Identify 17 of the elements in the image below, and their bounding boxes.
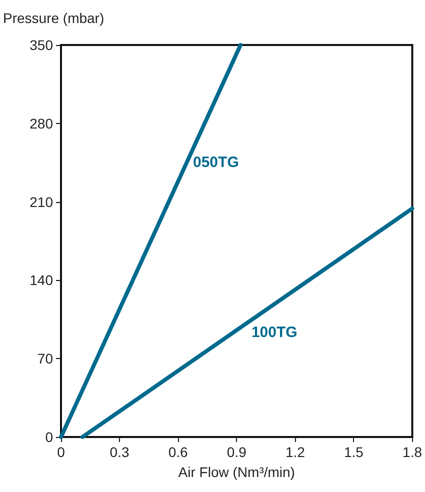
y-tick-label: 140: [30, 272, 54, 288]
x-axis-title: Air Flow (Nm³/min): [178, 464, 295, 480]
x-tick-label: 0: [57, 444, 66, 460]
x-tick-label: 0.9: [226, 444, 247, 460]
y-tick-label: 70: [37, 350, 54, 367]
x-tick-label: 0.6: [168, 444, 188, 460]
y-tick-label: 280: [30, 115, 54, 132]
x-tick-label: 1.8: [402, 444, 422, 460]
y-tick-label: 350: [30, 37, 54, 53]
series-label: 050TG: [193, 154, 239, 171]
y-tick-label: 210: [30, 194, 54, 210]
y-tick-label: 0: [45, 429, 54, 445]
x-tick-label: 1.5: [344, 444, 364, 460]
x-tick-label: 0.3: [110, 444, 130, 460]
series-label: 100TG: [251, 324, 298, 341]
x-tick-label: 1.2: [285, 444, 306, 460]
y-axis-title: Pressure (mbar): [3, 10, 104, 26]
